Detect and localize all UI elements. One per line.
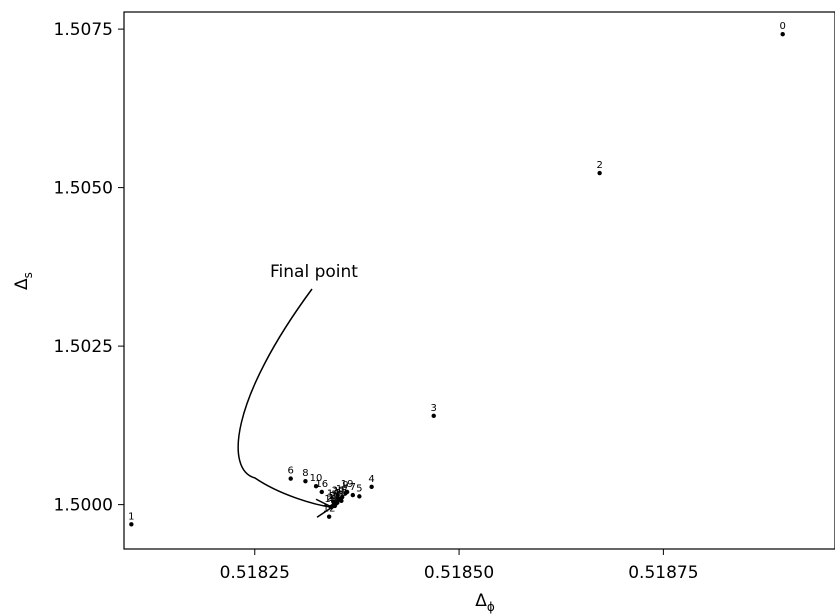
point-label: 3 [431, 403, 437, 414]
annotation-arrowhead [315, 498, 334, 518]
data-point [431, 413, 436, 419]
y-axis-label: Δs [12, 272, 35, 290]
point-label: 19 [341, 479, 354, 490]
y-tick-label: 1.5050 [54, 179, 113, 199]
point-label: 8 [302, 468, 308, 479]
data-point [335, 496, 341, 501]
y-axis: 1.5000 1.5025 1.5050 1.5075 [54, 20, 124, 516]
y-tick-label: 1.5075 [54, 20, 113, 40]
point-label: 14 [327, 488, 340, 499]
point-label: 10 [310, 473, 323, 484]
x-axis: 0.51825 0.51850 0.51875 [220, 549, 699, 583]
x-tick-label: 0.51850 [424, 563, 494, 583]
data-point [597, 170, 602, 176]
data-point [326, 514, 332, 519]
data-point [339, 498, 344, 504]
data-point [369, 484, 374, 490]
point-label: 11 [333, 487, 346, 498]
point-label: 16 [315, 479, 328, 490]
point-label: 0 [780, 21, 786, 32]
point-label: 23 [335, 488, 348, 499]
point-label: 22 [327, 492, 340, 503]
data-point [331, 503, 336, 508]
y-tick-label: 1.5000 [54, 496, 113, 516]
data-point [350, 492, 356, 498]
data-point [340, 494, 345, 500]
point-label: 18 [324, 494, 337, 505]
data-point [344, 489, 350, 495]
data-point [129, 522, 134, 527]
data-point [288, 476, 293, 481]
annotation-text: Final point [270, 262, 358, 282]
point-label: 17 [336, 484, 349, 495]
point-label: 1 [128, 511, 134, 522]
data-point [319, 489, 324, 495]
data-point [303, 478, 308, 484]
annotation: Final point [237, 262, 358, 518]
point-label: 9 [342, 480, 348, 491]
data-point [357, 494, 362, 499]
data-point [313, 484, 319, 489]
y-tick-label: 1.5025 [54, 337, 113, 357]
point-label: 4 [368, 474, 374, 485]
point-label: 6 [288, 466, 294, 477]
x-tick-label: 0.51825 [220, 563, 290, 583]
point-label: 5 [356, 483, 362, 494]
annotation-arrow [237, 288, 333, 508]
point-label: 21 [329, 491, 342, 502]
point-label: 13 [331, 490, 344, 501]
point-label: 2 [596, 160, 602, 171]
point-label: 15 [328, 493, 341, 504]
x-axis-label: Δϕ [475, 591, 495, 614]
point-label: 7 [350, 482, 356, 493]
data-point [780, 31, 785, 37]
point-label: 20 [332, 485, 345, 496]
plot-frame [123, 11, 835, 550]
x-tick-label: 0.51875 [628, 563, 698, 583]
